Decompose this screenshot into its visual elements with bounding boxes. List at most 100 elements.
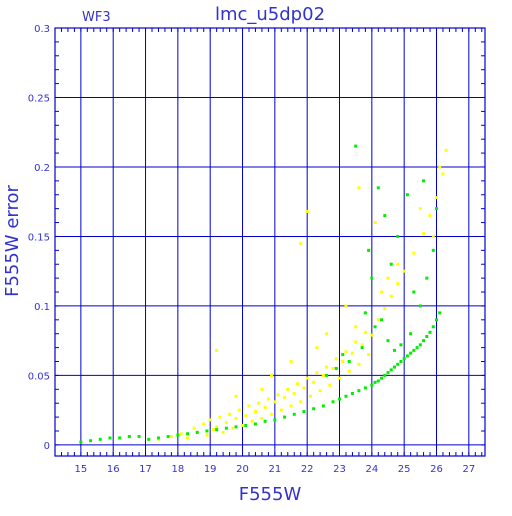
- data-point-series-1: [435, 196, 439, 200]
- data-point-series-2: [156, 436, 160, 440]
- x-tick-label: 17: [139, 464, 152, 475]
- y-tick-label: 0.25: [28, 93, 50, 104]
- data-point-series-2: [127, 435, 131, 439]
- data-point-series-2: [370, 276, 374, 280]
- data-point-series-1: [328, 383, 332, 387]
- data-point-series-2: [435, 207, 439, 211]
- data-point-series-1: [231, 426, 235, 430]
- data-point-series-1: [228, 412, 232, 416]
- data-point-series-1: [318, 389, 322, 393]
- data-point-series-1: [412, 251, 416, 255]
- data-point-series-1: [270, 373, 274, 377]
- data-point-series-2: [386, 339, 390, 343]
- data-point-series-1: [186, 436, 190, 440]
- data-point-series-2: [412, 290, 416, 294]
- plot-frame: [54, 27, 486, 457]
- data-point-series-1: [205, 433, 209, 437]
- data-point-series-1: [286, 387, 290, 391]
- data-point-series-2: [263, 419, 267, 423]
- data-point-series-1: [270, 412, 274, 416]
- data-point-series-2: [396, 234, 400, 238]
- data-point-series-1: [422, 232, 426, 236]
- data-point-series-1: [234, 416, 238, 420]
- data-point-series-2: [244, 423, 248, 427]
- data-point-series-1: [321, 373, 325, 377]
- x-tick-label: 24: [365, 464, 378, 475]
- data-point-series-1: [367, 353, 371, 357]
- data-point-series-1: [289, 404, 293, 408]
- data-point-series-2: [409, 351, 413, 355]
- data-point-series-1: [438, 165, 442, 169]
- x-tick-label: 22: [301, 464, 314, 475]
- data-point-series-2: [334, 366, 338, 370]
- data-point-series-1: [389, 294, 393, 298]
- data-point-series-2: [386, 371, 390, 375]
- y-tick-label: 0.05: [28, 371, 50, 382]
- grid-layer: [55, 27, 485, 456]
- data-point-series-1: [237, 408, 241, 412]
- data-point-series-1: [431, 234, 435, 238]
- data-point-series-2: [357, 389, 361, 393]
- data-point-series-1: [354, 340, 358, 344]
- data-point-series-1: [250, 419, 254, 423]
- data-point-series-2: [431, 325, 435, 329]
- data-point-series-1: [386, 276, 390, 280]
- data-point-series-1: [396, 262, 400, 266]
- data-point-series-2: [325, 373, 329, 377]
- data-point-series-2: [215, 428, 219, 432]
- data-point-series-2: [205, 429, 209, 433]
- chart-subtitle: WF3: [82, 10, 111, 25]
- data-point-series-2: [389, 262, 393, 266]
- data-point-series-1: [305, 209, 309, 213]
- data-point-series-1: [315, 371, 319, 375]
- data-point-series-1: [299, 400, 303, 404]
- data-point-series-1: [373, 221, 377, 225]
- data-point-series-1: [266, 397, 270, 401]
- data-point-series-1: [234, 394, 238, 398]
- data-point-series-2: [422, 179, 426, 183]
- data-point-series-1: [299, 241, 303, 245]
- points-layer: [79, 144, 448, 444]
- labels-layer: 15 16 17 18 19 20 21 22 23 24 25 26 27 0 0.05 0.1 0.15 0.…: [28, 24, 475, 475]
- data-point-series-2: [383, 373, 387, 377]
- data-point-series-2: [344, 394, 348, 398]
- data-point-series-2: [392, 348, 396, 352]
- data-point-series-2: [370, 383, 374, 387]
- chart-title: lmc_u5dp02: [215, 4, 325, 25]
- data-point-series-2: [302, 410, 306, 414]
- data-point-series-1: [260, 416, 264, 420]
- data-point-series-1: [315, 346, 319, 350]
- data-point-series-2: [428, 330, 432, 334]
- y-tick-label: 0.2: [34, 163, 50, 174]
- data-point-series-1: [302, 386, 306, 390]
- x-tick-label: 21: [268, 464, 281, 475]
- y-tick-label: 0.15: [28, 232, 50, 243]
- data-point-series-1: [295, 382, 299, 386]
- data-point-series-2: [396, 362, 400, 366]
- data-point-series-2: [292, 412, 296, 416]
- data-point-series-2: [399, 343, 403, 347]
- y-axis-label: F555W error: [2, 185, 23, 297]
- data-point-series-1: [260, 387, 264, 391]
- data-point-series-2: [389, 368, 393, 372]
- data-point-series-2: [166, 435, 170, 439]
- data-point-series-1: [224, 421, 228, 425]
- data-point-series-2: [89, 439, 93, 443]
- x-tick-label: 26: [430, 464, 443, 475]
- data-point-series-2: [431, 248, 435, 252]
- data-point-series-2: [405, 354, 409, 358]
- data-point-series-1: [221, 430, 225, 434]
- data-point-series-2: [79, 440, 83, 444]
- x-tick-label: 20: [236, 464, 249, 475]
- data-point-series-2: [415, 346, 419, 350]
- data-point-series-2: [412, 348, 416, 352]
- data-point-series-1: [334, 357, 338, 361]
- x-tick-label: 27: [462, 464, 475, 475]
- data-point-series-1: [354, 325, 358, 329]
- data-point-series-1: [312, 380, 316, 384]
- data-point-series-2: [380, 376, 384, 380]
- data-point-series-1: [338, 376, 342, 380]
- data-point-series-1: [253, 410, 257, 414]
- data-point-series-1: [244, 414, 248, 418]
